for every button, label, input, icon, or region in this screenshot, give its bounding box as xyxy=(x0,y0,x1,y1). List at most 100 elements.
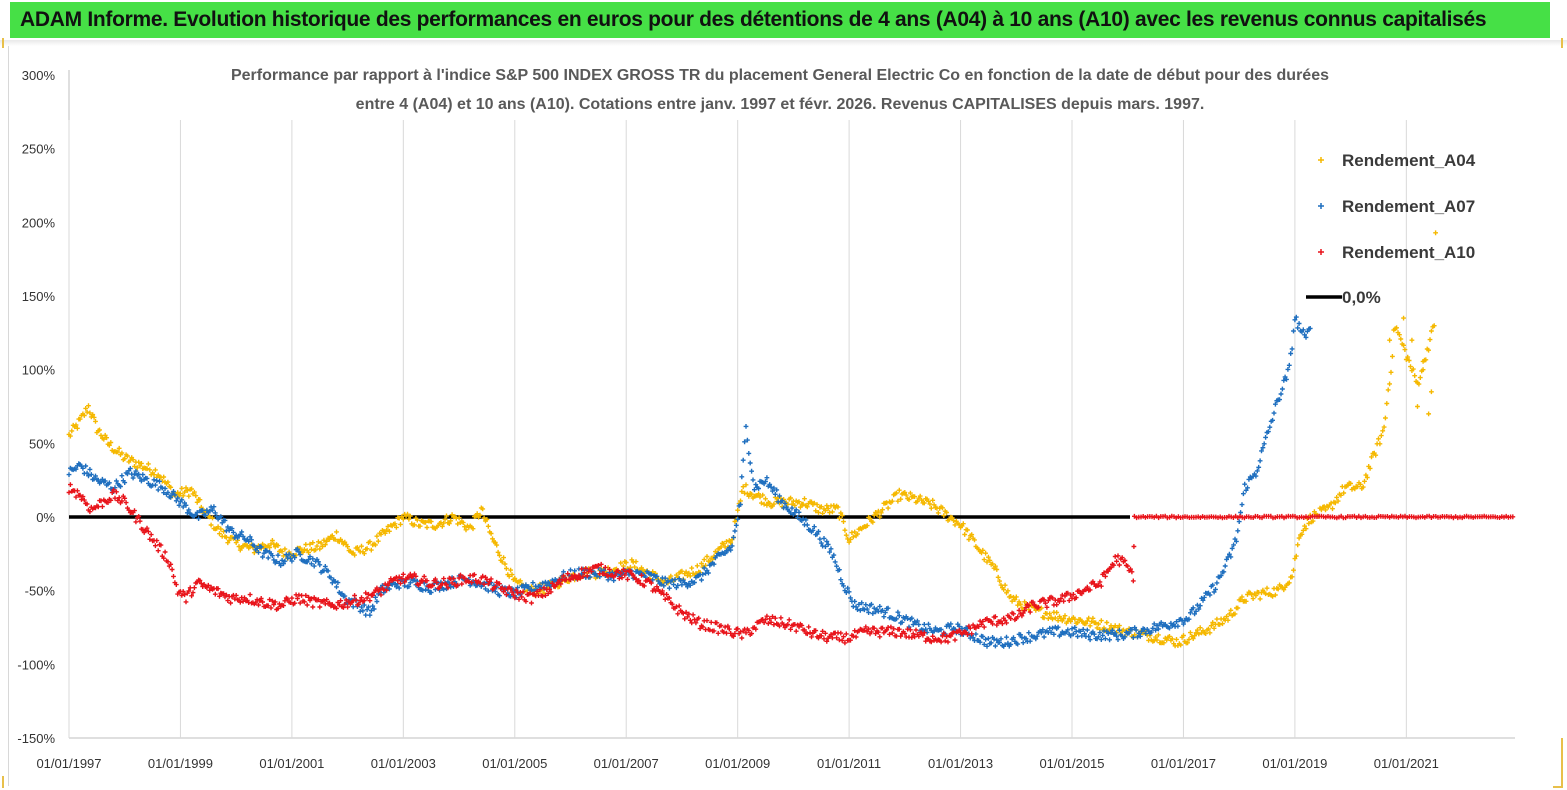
data-point xyxy=(1330,506,1335,512)
data-point xyxy=(846,539,852,545)
data-point xyxy=(800,516,806,522)
data-point xyxy=(825,542,831,547)
data-point xyxy=(1377,441,1383,447)
data-point xyxy=(87,509,93,515)
x-tick-label: 01/01/2021 xyxy=(1374,756,1439,771)
data-point xyxy=(158,542,164,548)
data-point xyxy=(846,589,852,595)
data-point xyxy=(212,510,218,516)
data-point xyxy=(853,634,859,640)
data-point xyxy=(508,567,513,573)
data-point xyxy=(363,612,369,618)
data-point xyxy=(1041,634,1047,640)
data-point xyxy=(619,575,625,581)
data-point xyxy=(969,532,975,537)
data-point xyxy=(1426,411,1432,417)
data-point xyxy=(733,522,739,528)
data-point xyxy=(584,573,590,579)
data-point xyxy=(1387,381,1392,387)
data-point xyxy=(740,484,746,490)
data-point xyxy=(361,551,367,556)
data-point xyxy=(994,567,1000,572)
data-point xyxy=(108,497,114,503)
data-point xyxy=(839,513,845,518)
data-point xyxy=(774,487,780,493)
data-point xyxy=(544,583,550,588)
data-point xyxy=(884,500,890,506)
data-point xyxy=(342,593,348,599)
data-point xyxy=(921,630,927,636)
data-point xyxy=(1082,631,1087,637)
data-point xyxy=(130,457,136,463)
data-point xyxy=(1075,634,1080,639)
x-tick-label: 01/01/2011 xyxy=(817,756,881,771)
data-point xyxy=(864,629,870,635)
data-point xyxy=(119,450,125,456)
data-point xyxy=(662,596,668,602)
data-point xyxy=(763,617,768,622)
data-point xyxy=(412,577,417,583)
data-point xyxy=(831,552,837,558)
data-point xyxy=(277,601,282,607)
data-point xyxy=(1050,625,1055,631)
data-point xyxy=(203,513,208,518)
data-point xyxy=(724,630,729,636)
data-point xyxy=(885,505,891,511)
data-point xyxy=(1188,610,1193,616)
data-point xyxy=(1299,531,1305,537)
data-point xyxy=(328,575,334,581)
data-point xyxy=(211,504,217,510)
data-point xyxy=(1409,337,1415,343)
data-point xyxy=(320,544,325,549)
data-point xyxy=(1072,625,1078,630)
data-point xyxy=(596,563,601,568)
data-point xyxy=(864,606,870,612)
data-point xyxy=(1210,582,1216,588)
data-point xyxy=(1214,580,1220,586)
data-point xyxy=(513,587,519,593)
data-point xyxy=(253,600,259,606)
data-point xyxy=(994,622,1000,628)
data-point xyxy=(1071,592,1076,597)
data-point xyxy=(1066,598,1072,603)
data-point xyxy=(1080,627,1086,632)
data-point xyxy=(1387,337,1393,343)
data-point xyxy=(721,541,727,547)
data-point xyxy=(353,597,359,603)
data-point xyxy=(100,504,105,509)
data-point xyxy=(316,539,321,545)
data-point xyxy=(1117,627,1122,633)
data-point xyxy=(212,591,218,597)
data-point xyxy=(882,610,888,615)
data-point xyxy=(926,498,931,504)
data-point xyxy=(867,516,873,521)
data-point xyxy=(1302,523,1307,529)
data-point xyxy=(162,549,168,555)
data-point xyxy=(771,501,777,507)
data-point xyxy=(827,549,832,555)
data-point xyxy=(527,590,533,596)
data-point xyxy=(399,576,405,581)
data-point xyxy=(172,492,178,498)
data-point xyxy=(1051,631,1057,637)
data-point xyxy=(292,555,298,560)
x-tick-label: 01/01/2007 xyxy=(594,756,659,771)
data-point xyxy=(490,536,495,542)
data-point xyxy=(306,550,311,555)
data-point xyxy=(399,514,405,519)
data-point xyxy=(1154,637,1160,643)
data-point xyxy=(798,504,803,510)
data-point xyxy=(396,574,402,580)
data-point xyxy=(307,554,313,559)
data-point xyxy=(77,416,83,422)
data-point xyxy=(270,538,275,543)
data-point xyxy=(757,494,763,500)
data-point xyxy=(997,640,1002,645)
data-point xyxy=(838,630,844,636)
data-point xyxy=(701,557,707,562)
data-point xyxy=(803,517,809,523)
data-point xyxy=(1045,598,1051,603)
data-point xyxy=(304,602,310,608)
data-point xyxy=(878,510,884,516)
data-point xyxy=(947,624,952,629)
